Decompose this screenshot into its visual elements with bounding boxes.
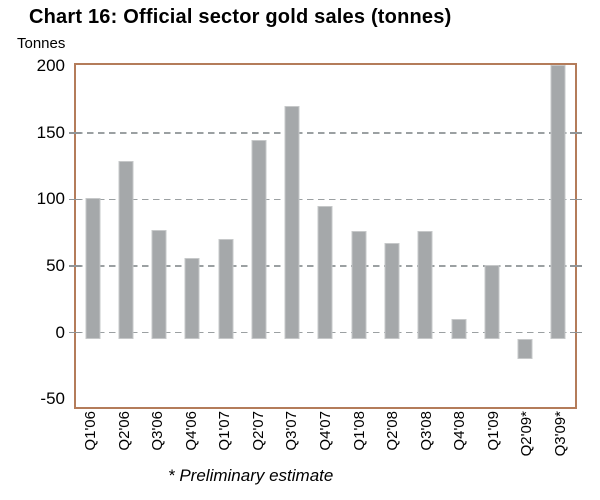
x-tick-label-q3-08: Q3'08 [417,411,435,451]
bar-slot-q4-07 [309,65,342,407]
x-label-slot-q4-07: Q4'07 [309,411,343,469]
y-tick-label-0: 0 [55,322,65,342]
x-tick-label-q3-09: Q3'09* [551,411,569,457]
bar-q3-08 [417,231,433,340]
tick-left-0 [69,331,81,334]
x-label-slot-q1-06: Q1'06 [74,411,108,469]
x-label-slot-q2-09: Q2'09* [510,411,544,469]
x-tick-label-q3-07: Q3'07 [283,411,301,451]
tick-right-100 [570,198,582,201]
bar-q4-08 [451,319,467,340]
y-tick-label-200: 200 [36,56,65,76]
x-tick-label-q2-08: Q2'08 [384,411,402,451]
x-tick-label-q2-06: Q2'06 [115,411,133,451]
bar-q3-07 [284,106,300,340]
bar-q1-06 [85,198,101,340]
x-label-slot-q2-07: Q2'07 [242,411,276,469]
bar-slot-q1-08 [342,65,375,407]
bar-q2-06 [118,160,134,340]
x-label-slot-q1-07: Q1'07 [208,411,242,469]
bar-slot-q3-06 [143,65,176,407]
x-label-slot-q3-08: Q3'08 [409,411,443,469]
bar-slot-q1-09 [475,65,508,407]
chart-title: Chart 16: Official sector gold sales (to… [29,6,452,28]
y-axis-tick-labels: 200 150 100 50 0 -50 [0,56,65,413]
bar-q3-06 [151,230,167,340]
bar-slot-q4-06 [176,65,209,407]
x-tick-label-q3-06: Q3'06 [149,411,167,451]
gridline-150 [76,132,575,134]
plot-area [69,63,582,409]
bar-slot-q2-07 [242,65,275,407]
y-tick-label-50: 50 [46,255,65,275]
tick-left-50 [69,265,81,267]
bar-q2-08 [384,243,400,340]
bar-q1-08 [351,231,367,340]
x-tick-label-q2-07: Q2'07 [249,411,267,451]
bar-q2-07 [251,139,267,340]
bar-slot-q3-09 [542,65,575,407]
bar-q3-09 [550,65,566,340]
bar-series [76,65,575,407]
bar-q4-07 [317,206,333,340]
x-tick-label-q4-08: Q4'08 [451,411,469,451]
x-label-slot-q2-08: Q2'08 [376,411,410,469]
footnote-preliminary-estimate: * Preliminary estimate [168,466,334,485]
bar-slot-q2-09 [508,65,541,407]
bar-slot-q1-06 [76,65,109,407]
bar-q2-09 [517,339,533,360]
bar-q4-06 [184,258,200,340]
bar-slot-q2-06 [109,65,142,407]
x-label-slot-q1-08: Q1'08 [342,411,376,469]
x-tick-label-q1-07: Q1'07 [216,411,234,451]
y-tick-label-100: 100 [36,189,65,209]
x-tick-label-q1-06: Q1'06 [82,411,100,451]
x-tick-label-q1-09: Q1'09 [484,411,502,451]
x-label-slot-q4-08: Q4'08 [443,411,477,469]
y-tick-label--50: -50 [40,389,65,408]
x-label-slot-q4-06: Q4'06 [175,411,209,469]
tick-left-150 [69,132,81,134]
gridline-100 [76,198,575,201]
x-tick-label-q2-09: Q2'09* [518,411,536,457]
x-label-slot-q3-07: Q3'07 [275,411,309,469]
tick-right-0 [570,331,582,334]
x-axis-tick-labels: Q1'06 Q2'06 Q3'06 Q4'06 Q1'07 Q2'07 Q3'07 Q4'07… [74,411,577,469]
x-tick-label-q4-06: Q4'06 [182,411,200,451]
bar-slot-q2-08 [375,65,408,407]
bar-q1-07 [218,239,234,340]
bar-slot-q3-07 [276,65,309,407]
x-label-slot-q1-09: Q1'09 [476,411,510,469]
y-tick-label-150: 150 [36,122,65,142]
x-tick-label-q4-07: Q4'07 [316,411,334,451]
bar-slot-q4-08 [442,65,475,407]
x-tick-label-q1-08: Q1'08 [350,411,368,451]
bar-slot-q1-07 [209,65,242,407]
bar-q1-09 [484,264,500,340]
x-label-slot-q3-09: Q3'09* [543,411,577,469]
tick-right-50 [570,265,582,267]
tick-left-100 [69,198,81,201]
y-axis-unit-label: Tonnes [17,35,66,52]
tick-right-150 [570,132,582,134]
bar-slot-q3-08 [409,65,442,407]
x-label-slot-q2-06: Q2'06 [108,411,142,469]
x-label-slot-q3-06: Q3'06 [141,411,175,469]
